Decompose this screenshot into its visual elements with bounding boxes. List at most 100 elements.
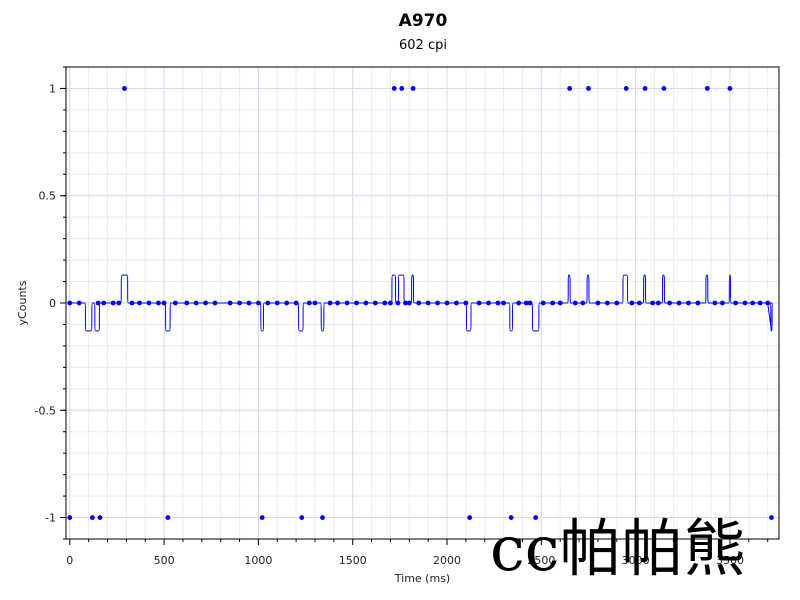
data-point bbox=[435, 300, 440, 306]
x-tick-label: 500 bbox=[154, 554, 175, 567]
data-point bbox=[704, 86, 710, 91]
data-point bbox=[476, 300, 482, 306]
data-point bbox=[661, 86, 667, 91]
data-point bbox=[237, 300, 242, 306]
data-point bbox=[146, 300, 152, 306]
data-point bbox=[572, 300, 578, 306]
chart-title: A970 bbox=[398, 11, 448, 31]
data-point bbox=[372, 300, 378, 306]
data-point bbox=[274, 300, 280, 306]
data-point bbox=[335, 300, 341, 306]
data-point bbox=[76, 300, 82, 306]
y-tick-label: 0 bbox=[49, 297, 56, 310]
data-point bbox=[156, 300, 161, 306]
data-point bbox=[403, 300, 408, 306]
data-point bbox=[742, 300, 748, 306]
data-point bbox=[90, 515, 95, 520]
data-point bbox=[604, 300, 610, 306]
data-point bbox=[425, 300, 431, 306]
data-point bbox=[586, 86, 591, 91]
data-point bbox=[523, 300, 529, 306]
series-line bbox=[69, 274, 773, 332]
data-point bbox=[67, 300, 73, 306]
data-point bbox=[395, 300, 401, 306]
data-point bbox=[567, 86, 573, 91]
data-point bbox=[101, 300, 107, 306]
data-point bbox=[227, 300, 233, 306]
data-point bbox=[212, 300, 218, 306]
data-point bbox=[676, 300, 682, 306]
data-point bbox=[629, 300, 635, 306]
data-point bbox=[416, 300, 422, 306]
data-point bbox=[320, 515, 325, 520]
series-line-path bbox=[69, 274, 773, 332]
x-tick-label: 1500 bbox=[339, 554, 367, 567]
data-point bbox=[655, 300, 661, 306]
data-point bbox=[733, 300, 739, 306]
x-tick-label: 3500 bbox=[716, 554, 744, 567]
data-point bbox=[67, 515, 73, 520]
data-point bbox=[467, 515, 473, 520]
y-tick-label: -1 bbox=[45, 512, 56, 525]
data-point bbox=[165, 515, 171, 520]
data-point bbox=[720, 300, 725, 306]
data-point bbox=[406, 300, 412, 306]
data-point bbox=[284, 300, 290, 306]
data-point bbox=[116, 300, 122, 306]
data-point bbox=[259, 515, 265, 520]
data-point bbox=[137, 300, 142, 306]
data-point bbox=[122, 86, 127, 91]
data-point bbox=[765, 300, 771, 306]
data-point bbox=[354, 300, 359, 306]
data-point bbox=[306, 300, 312, 306]
data-point bbox=[193, 300, 199, 306]
data-point bbox=[161, 300, 167, 306]
axis-ticks: 0 500 1000 1500 2000 2500 3000 3500 1 0.5 0 -0.5 -1 bbox=[35, 66, 769, 567]
data-point bbox=[110, 300, 116, 306]
data-point bbox=[184, 300, 190, 306]
y-tick-label: 0.5 bbox=[39, 190, 57, 203]
chart-subtitle: 602 cpi bbox=[399, 38, 447, 53]
data-point bbox=[533, 515, 539, 520]
data-point bbox=[769, 515, 774, 520]
data-point bbox=[540, 300, 546, 306]
data-point bbox=[686, 300, 691, 306]
x-tick-label: 3000 bbox=[622, 554, 650, 567]
data-point bbox=[173, 300, 178, 306]
y-axis-label: yCounts bbox=[16, 280, 29, 325]
data-point bbox=[667, 300, 672, 306]
data-point bbox=[637, 300, 642, 306]
data-point bbox=[255, 300, 261, 306]
x-tick-label: 0 bbox=[66, 554, 73, 567]
data-point bbox=[557, 300, 563, 306]
data-point bbox=[623, 86, 629, 91]
data-point bbox=[382, 300, 388, 306]
data-point bbox=[399, 86, 405, 91]
data-point bbox=[516, 300, 522, 306]
data-point bbox=[580, 300, 586, 306]
data-point bbox=[486, 300, 491, 306]
data-point bbox=[391, 86, 397, 91]
data-point bbox=[712, 300, 718, 306]
data-point bbox=[444, 300, 450, 306]
data-point bbox=[757, 300, 763, 306]
data-point bbox=[508, 515, 514, 520]
data-point bbox=[129, 300, 135, 306]
series-points bbox=[67, 86, 774, 520]
x-axis-label: Time (ms) bbox=[394, 572, 450, 585]
x-tick-label: 2000 bbox=[433, 554, 461, 567]
data-point bbox=[750, 300, 755, 306]
y-tick-label: -0.5 bbox=[35, 404, 56, 417]
x-tick-label: 1000 bbox=[244, 554, 272, 567]
data-point bbox=[527, 300, 533, 306]
data-point bbox=[650, 300, 656, 306]
watermark-text: cc帕帕熊 bbox=[490, 512, 745, 585]
data-point bbox=[363, 300, 369, 306]
data-point bbox=[595, 300, 601, 306]
data-point bbox=[312, 300, 318, 306]
data-point bbox=[327, 300, 333, 306]
data-point bbox=[495, 300, 501, 306]
data-point bbox=[97, 515, 103, 520]
y-tick-label: 1 bbox=[49, 82, 56, 95]
